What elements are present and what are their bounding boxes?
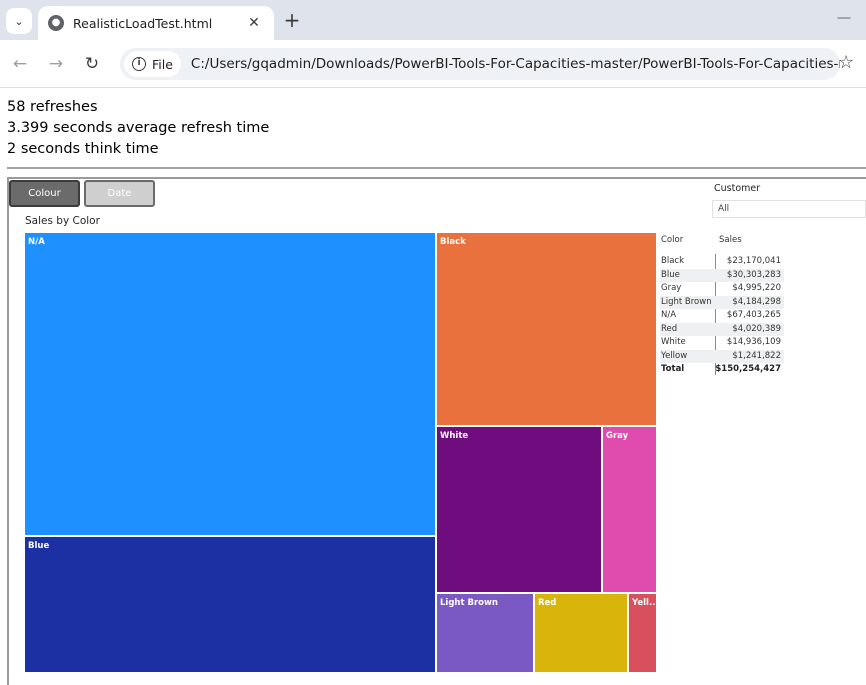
average-refresh-time: 3.399 seconds average refresh time xyxy=(7,120,270,136)
treemap-cell-light-brown[interactable]: Light Brown xyxy=(436,593,534,673)
plus-icon[interactable]: + xyxy=(283,8,301,32)
customer-slicer-label: Customer xyxy=(714,183,761,194)
treemap-label: Black xyxy=(440,237,466,247)
color-cell: N/A xyxy=(661,310,677,320)
color-cell: Gray xyxy=(661,283,682,293)
treemap-cell-blue[interactable]: Blue xyxy=(24,536,436,673)
chevron-down-icon[interactable]: ⌄ xyxy=(6,8,32,34)
table-row: Blue $30,303,283 xyxy=(660,268,784,282)
total-value: $150,254,427 xyxy=(715,364,781,374)
customer-slicer[interactable]: All xyxy=(712,200,866,218)
think-time: 2 seconds think time xyxy=(7,141,159,157)
treemap-label: Red xyxy=(538,598,557,608)
color-cell: White xyxy=(661,337,686,347)
close-icon[interactable]: ✕ xyxy=(248,15,260,31)
treemap-label: Gray xyxy=(606,431,629,441)
colour-button[interactable]: Colour xyxy=(9,180,80,207)
treemap-label: Blue xyxy=(28,541,50,551)
table-row: N/A $67,403,265 xyxy=(660,309,784,323)
sales-cell: $67,403,265 xyxy=(726,310,781,320)
table-row: Red $4,020,389 xyxy=(660,322,784,336)
total-label: Total xyxy=(661,364,685,374)
minimize-icon[interactable]: — xyxy=(837,10,851,26)
treemap-label: Light Brown xyxy=(440,598,498,608)
sales-cell: $14,936,109 xyxy=(726,337,781,347)
sales-cell: $4,020,389 xyxy=(732,323,781,334)
url-text[interactable]: C:/Users/gqadmin/Downloads/PowerBI-Tools… xyxy=(190,56,840,72)
color-cell: Blue xyxy=(661,269,680,280)
table-row: Black $23,170,041 xyxy=(660,255,784,269)
color-cell: Yellow xyxy=(661,350,688,361)
refresh-count: 58 refreshes xyxy=(7,99,98,115)
info-icon: i xyxy=(132,57,146,71)
arrow-left-icon[interactable]: ← xyxy=(12,54,28,74)
sales-cell: $4,184,298 xyxy=(732,296,781,307)
color-column-header[interactable]: Color xyxy=(661,235,684,245)
treemap-cell-yellow[interactable]: Yell... xyxy=(628,593,659,673)
column-divider xyxy=(715,254,716,375)
sales-cell: $1,241,822 xyxy=(732,350,781,361)
site-info-chip[interactable]: i File xyxy=(124,51,181,77)
treemap-cell-white[interactable]: White xyxy=(436,426,602,593)
color-cell: Red xyxy=(661,323,678,334)
color-cell: Light Brown xyxy=(661,296,712,307)
browser-toolbar: ← → ↻ i File C:/Users/gqadmin/Downloads/… xyxy=(0,40,866,88)
table-row: Light Brown $4,184,298 xyxy=(660,295,784,309)
site-info-label: File xyxy=(152,56,173,72)
arrow-right-icon[interactable]: → xyxy=(48,54,64,74)
treemap-cell-gray[interactable]: Gray xyxy=(602,426,657,593)
treemap-cell-n-a[interactable]: N/A xyxy=(24,232,436,536)
table-row: White $14,936,109 xyxy=(660,336,784,350)
sales-cell: $30,303,283 xyxy=(726,269,781,280)
reload-icon[interactable]: ↻ xyxy=(84,54,100,74)
table-row: Gray $4,995,220 xyxy=(660,282,784,296)
tab-strip: ⌄ ● RealisticLoadTest.html ✕ + — xyxy=(0,0,866,40)
treemap-cell-red[interactable]: Red xyxy=(534,593,628,673)
table-total-row: Total $150,254,427 xyxy=(660,363,784,377)
address-bar[interactable]: i File C:/Users/gqadmin/Downloads/PowerB… xyxy=(120,48,840,80)
star-icon[interactable]: ☆ xyxy=(838,52,855,73)
treemap-label: White xyxy=(440,431,469,441)
tab-title: RealisticLoadTest.html xyxy=(73,15,213,31)
chart-title: Sales by Color xyxy=(25,215,100,227)
color-cell: Black xyxy=(661,256,684,266)
treemap-cell-black[interactable]: Black xyxy=(436,232,657,426)
sales-cell: $23,170,041 xyxy=(726,256,781,266)
load-test-stats: 58 refreshes 3.399 seconds average refre… xyxy=(7,97,269,160)
date-button[interactable]: Date xyxy=(84,180,155,207)
sales-cell: $4,995,220 xyxy=(732,283,781,293)
table-row: Yellow $1,241,822 xyxy=(660,349,784,363)
divider xyxy=(7,167,866,169)
sales-column-header[interactable]: Sales xyxy=(719,235,742,245)
treemap-label: N/A xyxy=(28,237,45,247)
browser-tab[interactable]: ● RealisticLoadTest.html ✕ xyxy=(38,6,274,40)
globe-icon: ● xyxy=(48,15,64,31)
treemap-label: Yell... xyxy=(632,598,659,608)
